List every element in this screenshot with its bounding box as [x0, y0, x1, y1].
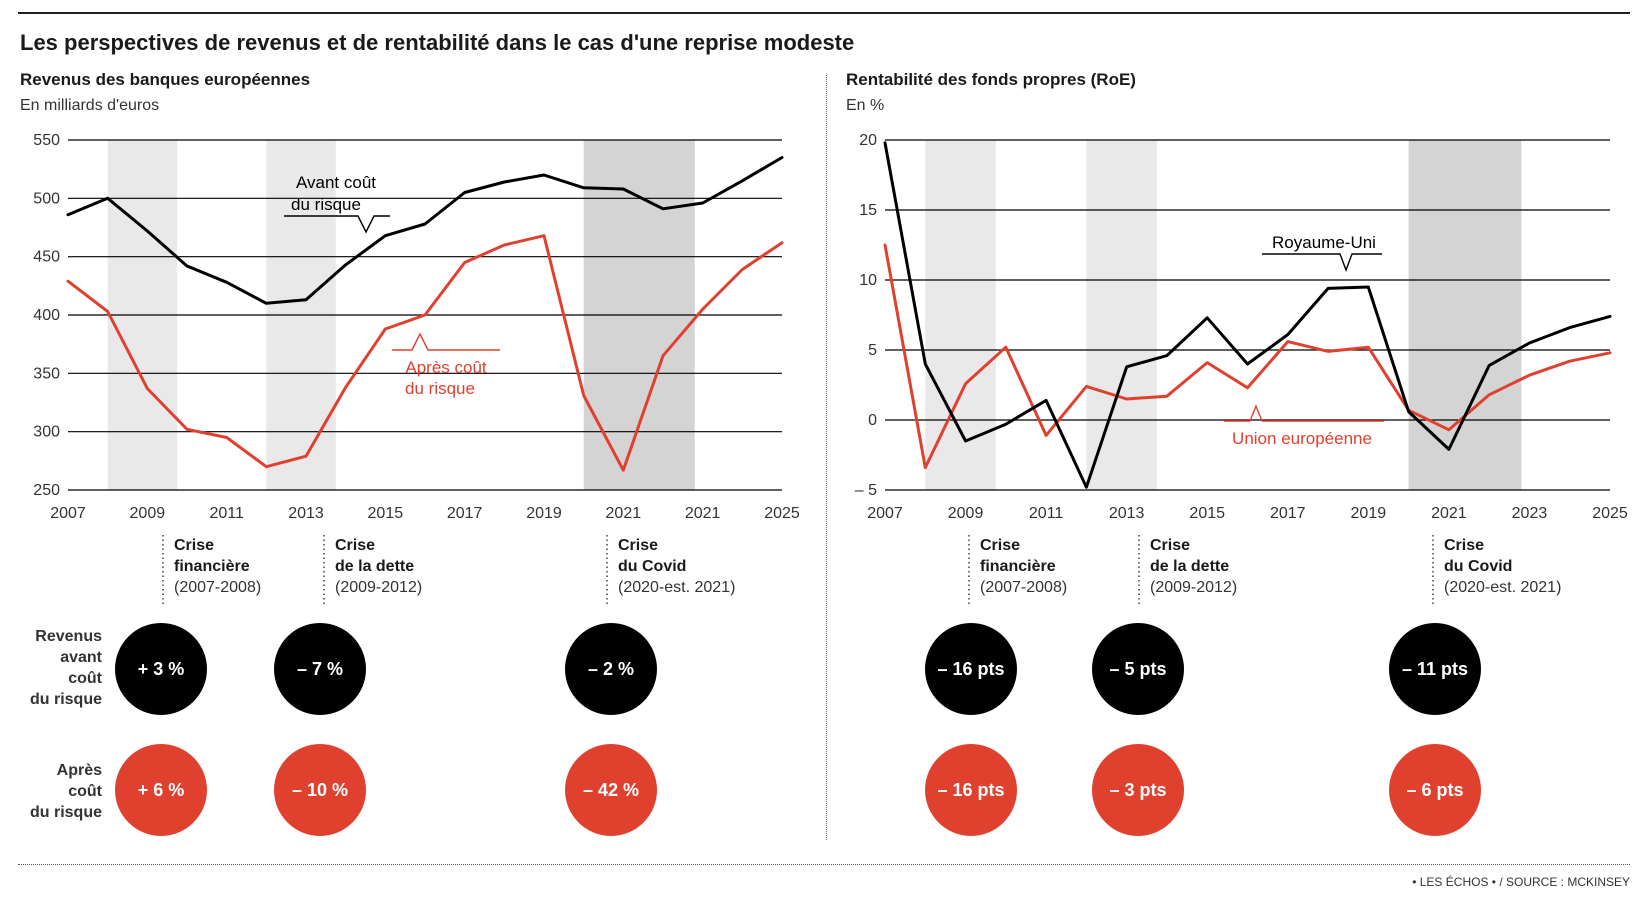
- right-xtick-label: 2023: [1512, 505, 1548, 522]
- annotation-eu: Union européenne: [1232, 429, 1372, 448]
- left-after-financial-circle: + 6 %: [115, 744, 207, 836]
- right-xtick-label: 2011: [1029, 505, 1064, 522]
- right-shaded-period-2: [1408, 140, 1522, 490]
- right-series-line-red: [883, 243, 1612, 470]
- right-after-financial-circle: – 16 pts: [925, 744, 1017, 836]
- right-crisis-debt: Crise de la dette (2009-2012): [1150, 537, 1238, 596]
- left-ytick-label: 450: [33, 249, 60, 266]
- top-rule: [18, 12, 1630, 14]
- left-after-debt-circle: – 10 %: [274, 744, 366, 836]
- bottom-rule: [18, 864, 1630, 865]
- annotation-eu-callout: [1224, 404, 1384, 422]
- left-ytick-label: 300: [33, 424, 60, 441]
- left-after-covid-circle: – 42 %: [565, 744, 657, 836]
- left-xtick-label: 2017: [447, 505, 483, 522]
- left-xtick-label: 2009: [130, 505, 166, 522]
- right-xtick-label: 2025: [1592, 505, 1628, 522]
- left-xtick-label: 2011: [209, 505, 244, 522]
- row-label-before: Revenus avant coût du risque: [29, 628, 102, 708]
- left-chart-unit: En milliards d'euros: [20, 97, 160, 114]
- right-after-covid-circle: – 6 pts: [1389, 744, 1481, 836]
- right-ytick-label: 15: [859, 202, 877, 219]
- annotation-after-line1: Après coût: [405, 358, 487, 377]
- left-xtick-label: 2007: [50, 505, 86, 522]
- right-crisis-financial: Crise financière (2007-2008): [980, 537, 1068, 596]
- left-crisis-covid: Crise du Covid (2020-est. 2021): [618, 537, 736, 596]
- left-xtick-label: 2025: [764, 505, 800, 522]
- right-xtick-label: 2009: [948, 505, 984, 522]
- right-before-financial-circle: – 16 pts: [925, 623, 1017, 715]
- main-title: Les perspectives de revenus et de rentab…: [20, 30, 855, 55]
- annotation-before-line2: du risque: [291, 195, 361, 214]
- left-xtick-label: 2019: [526, 505, 562, 522]
- right-ytick-label: 10: [859, 272, 877, 289]
- right-xtick-label: 2017: [1270, 505, 1306, 522]
- left-ytick-label: 550: [33, 132, 60, 149]
- left-before-debt-circle: – 7 %: [274, 623, 366, 715]
- left-before-financial-circle: + 3 %: [115, 623, 207, 715]
- right-xtick-label: 2019: [1351, 505, 1387, 522]
- right-crisis-covid: Crise du Covid (2020-est. 2021): [1444, 537, 1562, 596]
- left-ytick-label: 400: [33, 307, 60, 324]
- left-before-covid-circle: – 2 %: [565, 623, 657, 715]
- left-xtick-label: 2021: [685, 505, 721, 522]
- row-label-after: Après coût du risque: [29, 762, 102, 821]
- right-chart-title: Rentabilité des fonds propres (RoE): [846, 70, 1136, 89]
- right-xtick-label: 2021: [1431, 505, 1467, 522]
- right-after-debt-circle: – 3 pts: [1092, 744, 1184, 836]
- source-credit: • LES ÉCHOS • / SOURCE : MCKINSEY: [1412, 875, 1630, 889]
- right-ytick-label: – 5: [855, 482, 877, 499]
- left-series-line-black: [66, 156, 784, 305]
- annotation-after-callout: [392, 332, 500, 351]
- left-xtick-label: 2015: [368, 505, 404, 522]
- right-series-line-black: [883, 141, 1612, 489]
- annotation-uk: Royaume-Uni: [1272, 233, 1376, 252]
- annotation-after-line2: du risque: [405, 379, 475, 398]
- annotation-before-line1: Avant coût: [296, 173, 376, 192]
- right-ytick-label: 20: [859, 132, 877, 149]
- right-xtick-label: 2015: [1189, 505, 1225, 522]
- left-xtick-label: 2021: [606, 505, 642, 522]
- panel-separator: [826, 75, 827, 840]
- right-xtick-label: 2007: [867, 505, 903, 522]
- left-series-line-red: [66, 234, 784, 472]
- left-ytick-label: 250: [33, 482, 60, 499]
- right-ytick-label: 0: [868, 412, 877, 429]
- right-shaded-period-1: [1086, 140, 1157, 490]
- left-crisis-debt: Crise de la dette (2009-2012): [335, 537, 423, 596]
- left-ytick-label: 500: [33, 190, 60, 207]
- right-chart-unit: En %: [846, 97, 885, 114]
- left-xtick-label: 2013: [288, 505, 324, 522]
- right-ytick-label: 5: [868, 342, 877, 359]
- annotation-before-callout: [284, 215, 390, 234]
- right-shaded-period-0: [925, 140, 996, 490]
- annotation-uk-callout: [1262, 253, 1382, 272]
- right-xtick-label: 2013: [1109, 505, 1145, 522]
- left-chart-title: Revenus des banques européennes: [20, 70, 311, 89]
- right-before-covid-circle: – 11 pts: [1389, 623, 1481, 715]
- left-crisis-financial: Crise financière (2007-2008): [174, 537, 262, 596]
- right-before-debt-circle: – 5 pts: [1092, 623, 1184, 715]
- left-ytick-label: 350: [33, 365, 60, 382]
